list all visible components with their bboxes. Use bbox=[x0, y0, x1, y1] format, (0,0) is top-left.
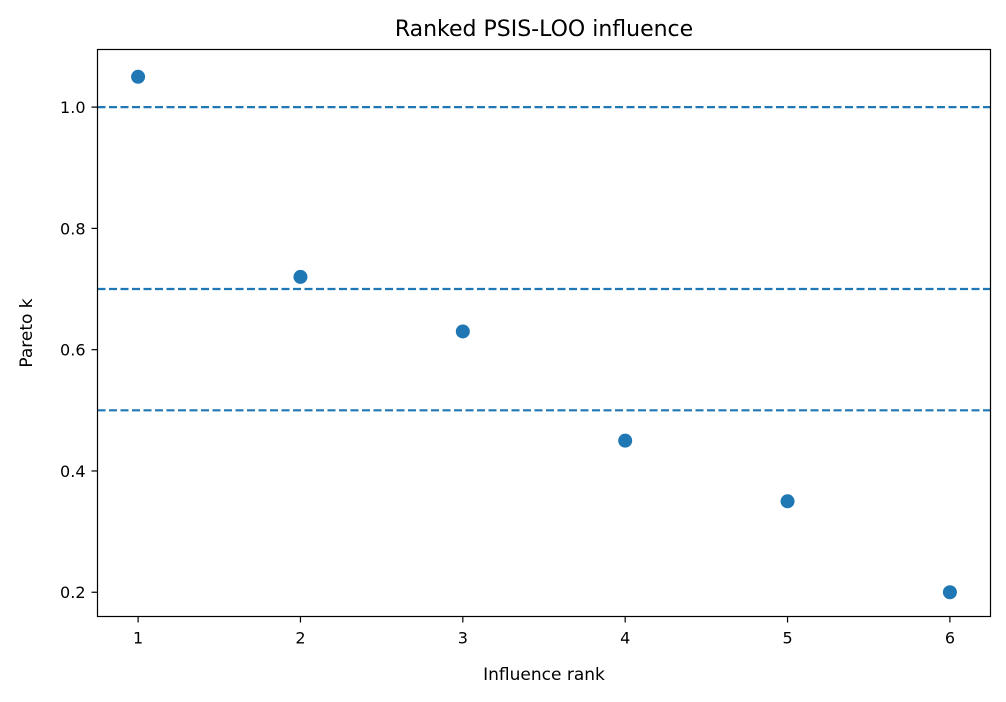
x-axis-label: Influence rank bbox=[483, 665, 605, 685]
reference-lines bbox=[97, 106, 991, 412]
data-point bbox=[942, 585, 957, 600]
y-tick-label: 0.2 bbox=[60, 583, 85, 602]
x-tick-label: 2 bbox=[295, 629, 305, 648]
x-tick-label: 5 bbox=[782, 629, 792, 648]
y-tick-label: 0.6 bbox=[60, 341, 85, 360]
data-point bbox=[293, 269, 308, 284]
x-tick-label: 1 bbox=[133, 629, 143, 648]
x-tick-label: 4 bbox=[620, 629, 630, 648]
data-point bbox=[780, 494, 795, 509]
y-axis-ticks: 0.2 0.4 0.6 0.8 1.0 bbox=[60, 98, 98, 602]
chart-title: Ranked PSIS-LOO influence bbox=[395, 17, 693, 42]
data-point bbox=[455, 324, 470, 339]
x-axis-ticks: 1 2 3 4 5 6 bbox=[133, 616, 955, 648]
plot-frame bbox=[96, 48, 992, 618]
data-points bbox=[131, 69, 957, 600]
data-point bbox=[131, 69, 146, 84]
x-tick-label: 6 bbox=[945, 629, 955, 648]
y-tick-label: 0.8 bbox=[60, 219, 85, 238]
y-axis-label: Pareto k bbox=[17, 298, 37, 367]
x-tick-label: 3 bbox=[458, 629, 468, 648]
y-tick-label: 0.4 bbox=[60, 462, 85, 481]
data-point bbox=[618, 433, 633, 448]
y-tick-label: 1.0 bbox=[60, 98, 85, 117]
